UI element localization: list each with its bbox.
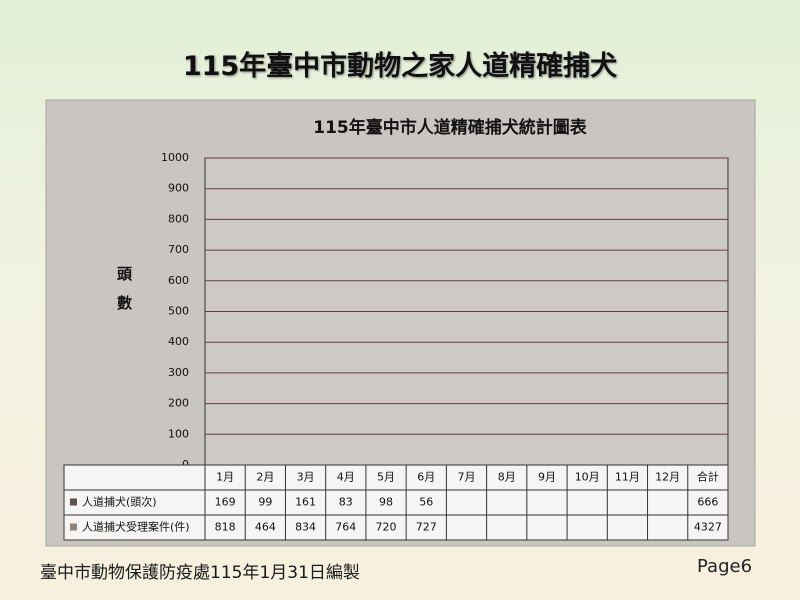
chart-title: 115年臺中市人道精確捕犬統計圖表 (313, 117, 587, 138)
page-label: Page6 (697, 556, 753, 577)
footer: 臺中市動物保護防疫處115年1月31日編製 (40, 563, 360, 583)
data-label: 98 (379, 496, 393, 509)
y-tick-label: 300 (168, 366, 189, 379)
slide-title: 115年臺中市動物之家人道精確捕犬 (182, 51, 618, 82)
y-tick-label: 400 (168, 335, 189, 348)
x-tick-label: 11月 (615, 471, 640, 484)
data-label: 834 (295, 521, 316, 534)
legend-label: 人道捕犬(頭次) (82, 495, 157, 509)
data-label: 161 (295, 496, 316, 509)
data-label: 4327 (694, 521, 722, 534)
data-label: 83 (339, 496, 353, 509)
data-label: 764 (335, 521, 356, 534)
x-tick-label: 2月 (256, 471, 274, 484)
y-tick-label: 900 (168, 182, 189, 195)
x-tick-label: 合計 (697, 470, 719, 484)
data-label: 666 (697, 496, 718, 509)
y-axis-label: 頭數 (115, 266, 133, 324)
x-tick-label: 9月 (538, 471, 556, 484)
x-tick-label: 12月 (655, 471, 680, 484)
data-label: 56 (419, 496, 433, 509)
data-label: 818 (215, 521, 236, 534)
data-label: 464 (255, 521, 276, 534)
x-tick-label: 8月 (498, 471, 516, 484)
x-tick-label: 1月 (216, 471, 234, 484)
legend-swatch (70, 498, 77, 506)
y-tick-label: 200 (168, 397, 189, 410)
y-tick-label: 500 (168, 305, 189, 318)
x-tick-label: 6月 (417, 471, 435, 484)
data-label: 99 (258, 496, 272, 509)
y-tick-label: 600 (168, 274, 189, 287)
data-label: 720 (376, 521, 397, 534)
y-tick-label: 700 (168, 243, 189, 256)
x-tick-label: 10月 (575, 471, 600, 484)
x-tick-label: 7月 (458, 471, 476, 484)
y-tick-label: 800 (168, 212, 189, 225)
data-table (63, 464, 729, 541)
x-tick-label: 5月 (377, 471, 395, 484)
legend-swatch (70, 523, 77, 531)
x-tick-label: 4月 (337, 471, 355, 484)
x-tick-label: 3月 (297, 471, 315, 484)
y-tick-label: 1000 (161, 151, 189, 164)
y-tick-label: 100 (168, 427, 189, 440)
legend-label: 人道捕犬受理案件(件) (82, 520, 190, 534)
data-label: 169 (215, 496, 236, 509)
data-label: 727 (416, 521, 437, 534)
